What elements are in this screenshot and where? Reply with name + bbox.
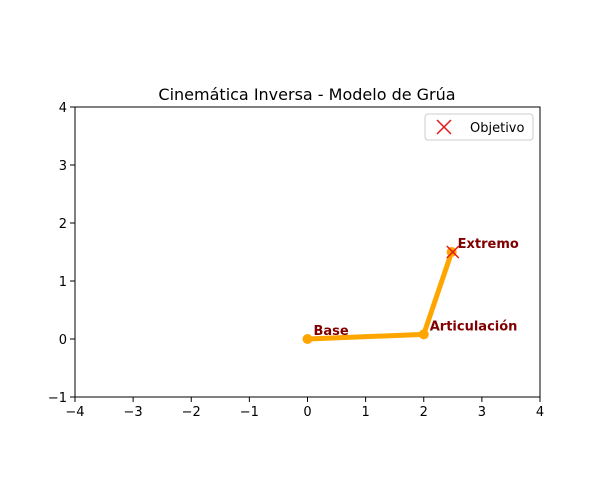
x-tick-label: 0	[303, 405, 311, 420]
legend-marker-x-icon	[436, 119, 452, 135]
x-tick-label: 3	[478, 405, 486, 420]
x-tick-label: 1	[361, 405, 369, 420]
y-axis: −1 0 1 2 3 4	[48, 101, 75, 406]
y-tick-label: 1	[59, 275, 67, 290]
chart-title: Cinemática Inversa - Modelo de Grúa	[158, 85, 455, 104]
x-tick-label: 2	[420, 405, 428, 420]
x-tick-label: −2	[182, 405, 201, 420]
y-tick-label: −1	[48, 391, 67, 406]
y-tick-label: 4	[59, 101, 67, 116]
annotation-label: Articulación	[430, 319, 518, 334]
target-x-marker	[446, 245, 460, 259]
y-tick-label: 0	[59, 333, 67, 348]
annotation-label: Base	[314, 324, 349, 339]
legend-label-objetivo: Objetivo	[470, 121, 524, 136]
legend-box	[424, 113, 534, 141]
x-tick-label: 4	[536, 405, 544, 420]
legend-x-mark	[436, 119, 452, 135]
legend: Objetivo	[424, 113, 534, 141]
axes-frame	[74, 106, 541, 398]
x-tick-label: −4	[65, 405, 84, 420]
arm-joint-point	[446, 247, 457, 257]
y-tick-label: 2	[59, 217, 67, 232]
arm-joint-point	[418, 329, 429, 340]
x-tick-label: −1	[240, 405, 259, 420]
annotation-label: Extremo	[458, 237, 519, 252]
x-axis: −4 −3 −2 −1 0 1 2 3 4	[65, 397, 544, 420]
y-tick-label: 3	[59, 159, 67, 174]
x-tick-label: −3	[124, 405, 143, 420]
plot-area: Base Articulación Extremo	[302, 237, 519, 344]
arm-joint-point	[302, 334, 313, 344]
